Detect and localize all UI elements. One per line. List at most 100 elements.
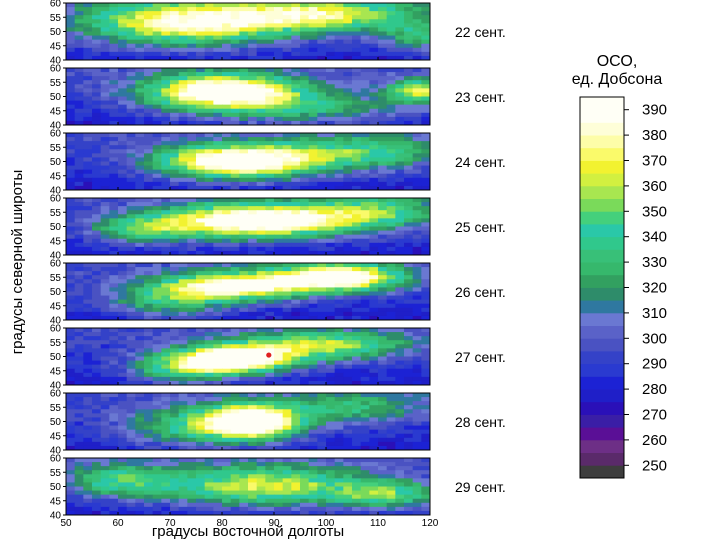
heatmap-cell: [334, 441, 344, 447]
heatmap-cell: [274, 397, 284, 402]
heatmap-cell: [196, 437, 206, 443]
heatmap-cell: [109, 299, 119, 305]
heatmap-cell: [230, 502, 240, 508]
heatmap-cell: [126, 409, 136, 414]
heatmap-cell: [222, 169, 232, 175]
heatmap-cell: [395, 141, 405, 146]
heatmap-cell: [248, 137, 258, 142]
heatmap-cell: [187, 234, 197, 240]
heatmap-cell: [178, 470, 188, 475]
heatmap-cell: [282, 96, 292, 102]
heatmap-cell: [135, 246, 145, 252]
heatmap-cell: [369, 360, 379, 366]
heatmap-cell: [334, 433, 344, 439]
heatmap-cell: [100, 177, 110, 183]
heatmap-cell: [352, 380, 362, 385]
heatmap-cell: [395, 55, 405, 60]
heatmap-cell: [144, 246, 154, 252]
heatmap-cell: [170, 311, 180, 317]
heatmap-cell: [308, 165, 318, 171]
heatmap-cell: [74, 165, 84, 171]
colorbar-band: [580, 325, 624, 339]
heatmap-cell: [222, 68, 232, 73]
heatmap-cell: [83, 161, 93, 167]
heatmap-cell: [152, 336, 162, 341]
heatmap-cell: [360, 348, 370, 354]
heatmap-cell: [291, 421, 301, 427]
y-tick-label: 55: [50, 78, 62, 89]
heatmap-cell: [239, 100, 249, 106]
heatmap-cell: [421, 141, 430, 146]
heatmap-cell: [265, 242, 275, 248]
heatmap-cell: [126, 15, 136, 20]
heatmap-cell: [204, 157, 214, 163]
heatmap-cell: [66, 31, 76, 37]
heatmap-cell: [170, 88, 180, 94]
heatmap-cell: [126, 43, 136, 49]
heatmap-cell: [317, 39, 327, 45]
heatmap-cell: [152, 401, 162, 406]
heatmap-cell: [265, 15, 275, 20]
heatmap-cell: [100, 145, 110, 150]
heatmap-cell: [170, 409, 180, 414]
heatmap-cell: [317, 510, 327, 515]
heatmap-cell: [66, 397, 76, 402]
heatmap-cell: [230, 116, 240, 122]
heatmap-cell: [308, 7, 318, 12]
heatmap-cell: [291, 210, 301, 215]
heatmap-cell: [170, 510, 180, 515]
heatmap-cell: [265, 413, 275, 419]
heatmap-cell: [412, 141, 422, 146]
heatmap-cell: [161, 11, 171, 16]
heatmap-cell: [83, 202, 93, 207]
heatmap-cell: [170, 210, 180, 215]
heatmap-cell: [196, 466, 206, 471]
heatmap-cell: [378, 470, 388, 475]
heatmap-cell: [282, 474, 292, 479]
heatmap-cell: [196, 433, 206, 439]
heatmap-cell: [274, 502, 284, 508]
heatmap-cell: [66, 47, 76, 53]
heatmap-cell: [230, 104, 240, 110]
y-tick-label: 40: [50, 121, 62, 132]
heatmap-cell: [265, 149, 275, 154]
x-tick-label: 120: [422, 518, 439, 529]
heatmap-cell: [144, 263, 154, 268]
heatmap-cell: [248, 372, 258, 378]
heatmap-cell: [326, 421, 336, 427]
heatmap-cell: [334, 425, 344, 431]
heatmap-cell: [187, 157, 197, 163]
heatmap-cell: [378, 206, 388, 211]
heatmap-cell: [222, 275, 232, 280]
heatmap-cell: [317, 303, 327, 309]
heatmap-cell: [92, 116, 102, 122]
heatmap-cell: [265, 478, 275, 484]
heatmap-cell: [317, 299, 327, 305]
heatmap-cell: [170, 218, 180, 224]
heatmap-cell: [187, 112, 197, 118]
heatmap-cell: [326, 181, 336, 187]
heatmap-cell: [291, 376, 301, 382]
heatmap-cell: [126, 3, 136, 8]
heatmap-cell: [135, 372, 145, 378]
heatmap-cell: [222, 372, 232, 378]
heatmap-cell: [274, 315, 284, 320]
heatmap-cell: [135, 352, 145, 358]
heatmap-cell: [412, 417, 422, 423]
heatmap-cell: [421, 397, 430, 402]
heatmap-cell: [274, 92, 284, 98]
heatmap-cell: [369, 421, 379, 427]
heatmap-cell: [248, 157, 258, 163]
heatmap-cell: [74, 441, 84, 447]
heatmap-cell: [352, 307, 362, 313]
heatmap-cell: [317, 120, 327, 125]
heatmap-cell: [222, 116, 232, 122]
heatmap-cell: [239, 336, 249, 341]
heatmap-cell: [100, 120, 110, 125]
heatmap-cell: [66, 177, 76, 183]
heatmap-cell: [265, 482, 275, 488]
y-tick-label: 45: [50, 496, 62, 507]
heatmap-cell: [300, 502, 310, 508]
heatmap-cell: [170, 368, 180, 374]
heatmap-cell: [274, 47, 284, 53]
